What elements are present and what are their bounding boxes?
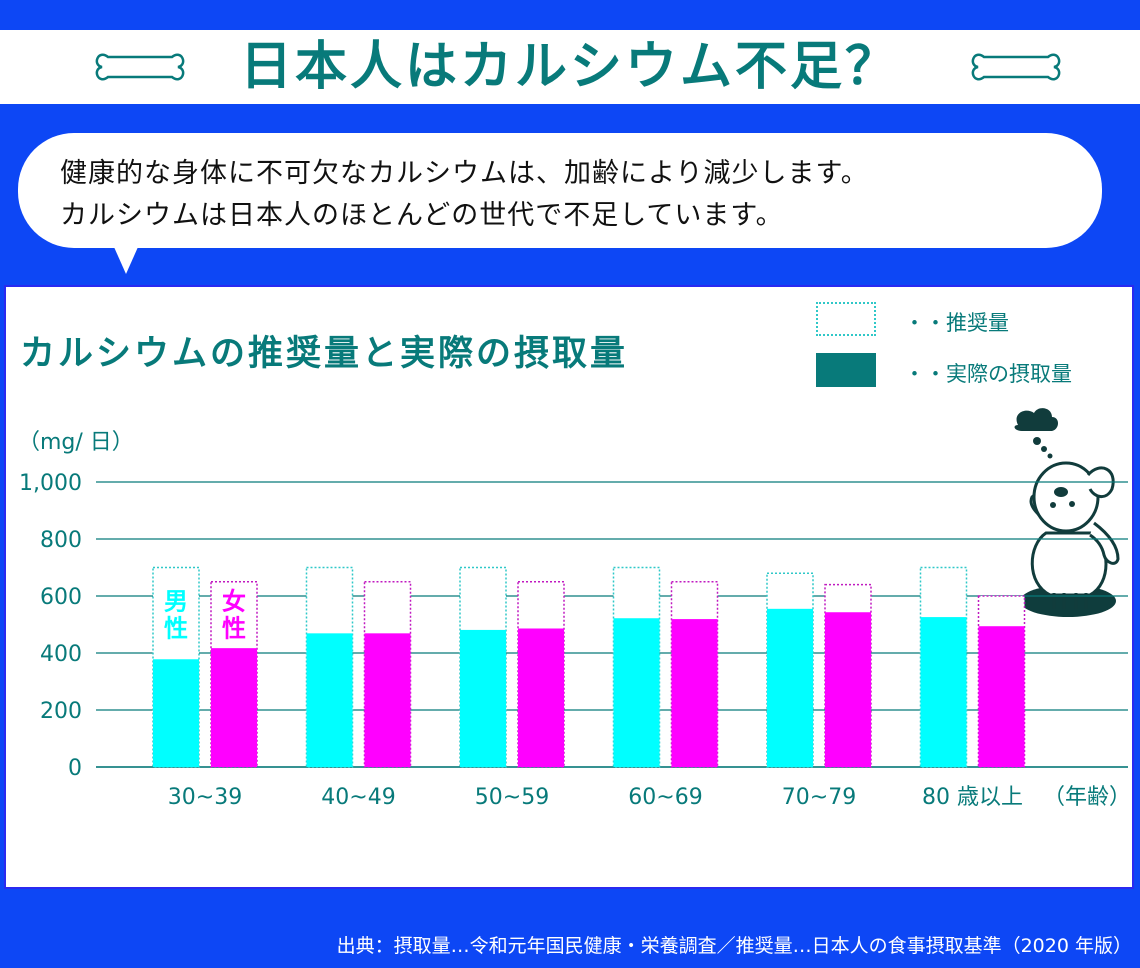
- y-tick-label: 400: [40, 642, 82, 667]
- chart-title: カルシウムの推奨量と実際の摂取量: [20, 334, 629, 374]
- bar-label-male: 男: [164, 588, 188, 616]
- source-note: 出典：摂取量…令和元年国民健康・栄養調査／推奨量…日本人の食事摂取基準（2020…: [336, 935, 1132, 957]
- chart-panel: カルシウムの推奨量と実際の摂取量 ・・推奨量 ・・実際の摂取量 （mg/ 日） …: [4, 285, 1134, 889]
- x-tick-label: 80 歳以上: [922, 785, 1023, 810]
- x-tick-label: 40~49: [321, 785, 395, 810]
- bar-label-female: 女: [222, 588, 246, 616]
- x-tick-label: 70~79: [782, 785, 856, 810]
- page-title: 日本人はカルシウム不足？: [239, 37, 900, 97]
- x-tick-label: 60~69: [628, 785, 702, 810]
- legend-label-recommended: ・・推奨量: [904, 311, 1009, 335]
- y-axis-label: （mg/ 日）: [18, 430, 134, 455]
- bar-actual-female: [671, 619, 718, 767]
- intro-line-2: カルシウムは日本人のほとんどの世代で不足しています。: [60, 200, 784, 231]
- legend-label-actual: ・・実際の摂取量: [904, 362, 1072, 386]
- intro-line-1: 健康的な身体に不可欠なカルシウムは、加齢により減少します。: [60, 158, 869, 189]
- bar-label-female: 性: [222, 615, 246, 643]
- x-tick-label: 30~39: [168, 785, 242, 810]
- thinking-character-illustration: [1014, 408, 1120, 617]
- legend-swatch-recommended: [816, 302, 876, 336]
- bar-actual-male: [306, 633, 353, 767]
- x-axis-label: （年齢）: [1043, 785, 1131, 810]
- y-tick-label: 1,000: [19, 471, 82, 496]
- bubble-tail: [110, 238, 142, 274]
- y-tick-label: 200: [40, 699, 82, 724]
- y-tick-label: 600: [40, 585, 82, 610]
- bar-actual-male: [767, 608, 813, 767]
- bar-actual-male: [613, 618, 660, 767]
- bar-actual-male: [920, 617, 967, 767]
- bone-icon-left: [95, 53, 185, 81]
- bar-actual-female: [825, 612, 871, 767]
- bar-actual-female: [211, 648, 257, 767]
- bone-icon-right: [971, 53, 1061, 81]
- bar-label-male: 性: [164, 615, 188, 643]
- intro-bubble: 健康的な身体に不可欠なカルシウムは、加齢により減少します。 カルシウムは日本人の…: [18, 133, 1102, 248]
- bar-actual-female: [364, 633, 411, 767]
- title-band: 日本人はカルシウム不足？: [0, 30, 1140, 104]
- bar-actual-male: [153, 659, 199, 767]
- y-tick-label: 800: [40, 528, 82, 553]
- bar-actual-female: [978, 626, 1025, 767]
- bar-actual-female: [518, 628, 564, 767]
- x-tick-label: 50~59: [475, 785, 549, 810]
- y-tick-label: 0: [68, 756, 82, 781]
- legend-swatch-actual: [816, 353, 876, 387]
- bar-actual-male: [460, 629, 506, 767]
